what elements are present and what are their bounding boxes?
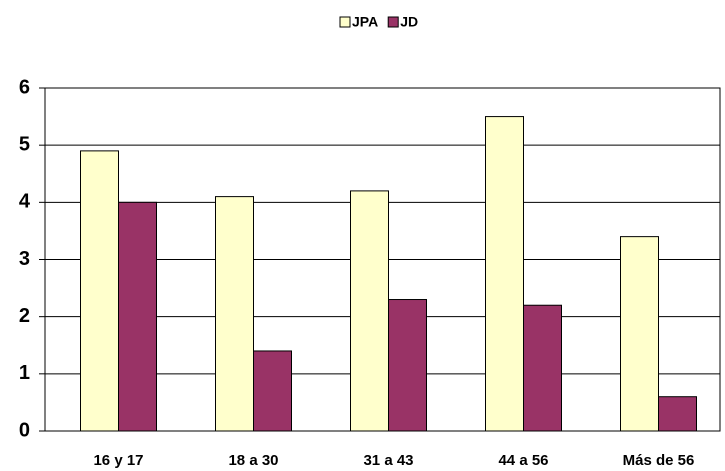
bar	[80, 150, 119, 432]
legend-label: JPA	[352, 14, 378, 30]
y-tick-label: 6	[19, 76, 30, 98]
x-tick-label: Más de 56	[623, 452, 695, 469]
legend-swatch	[387, 16, 399, 28]
bar	[215, 196, 254, 432]
x-tick-label: 18 a 30	[228, 452, 278, 469]
y-tick-label: 2	[19, 305, 30, 327]
y-tick-label: 4	[19, 191, 31, 213]
bar	[253, 350, 292, 432]
bar	[485, 116, 524, 432]
bar	[350, 190, 389, 432]
bar	[118, 201, 157, 432]
x-tick-label: 44 a 56	[498, 452, 548, 469]
legend-swatch	[339, 16, 351, 28]
bar	[388, 299, 427, 432]
x-tick-label: 31 a 43	[363, 452, 413, 469]
bar	[620, 236, 659, 432]
legend-label: JD	[400, 14, 418, 30]
bar	[658, 396, 697, 432]
y-tick-label: 0	[19, 419, 30, 441]
y-tick-label: 3	[19, 248, 30, 270]
x-tick-label: 16 y 17	[93, 452, 143, 469]
y-tick-label: 5	[19, 133, 30, 155]
y-tick-label: 1	[19, 362, 30, 384]
bar	[523, 304, 562, 432]
